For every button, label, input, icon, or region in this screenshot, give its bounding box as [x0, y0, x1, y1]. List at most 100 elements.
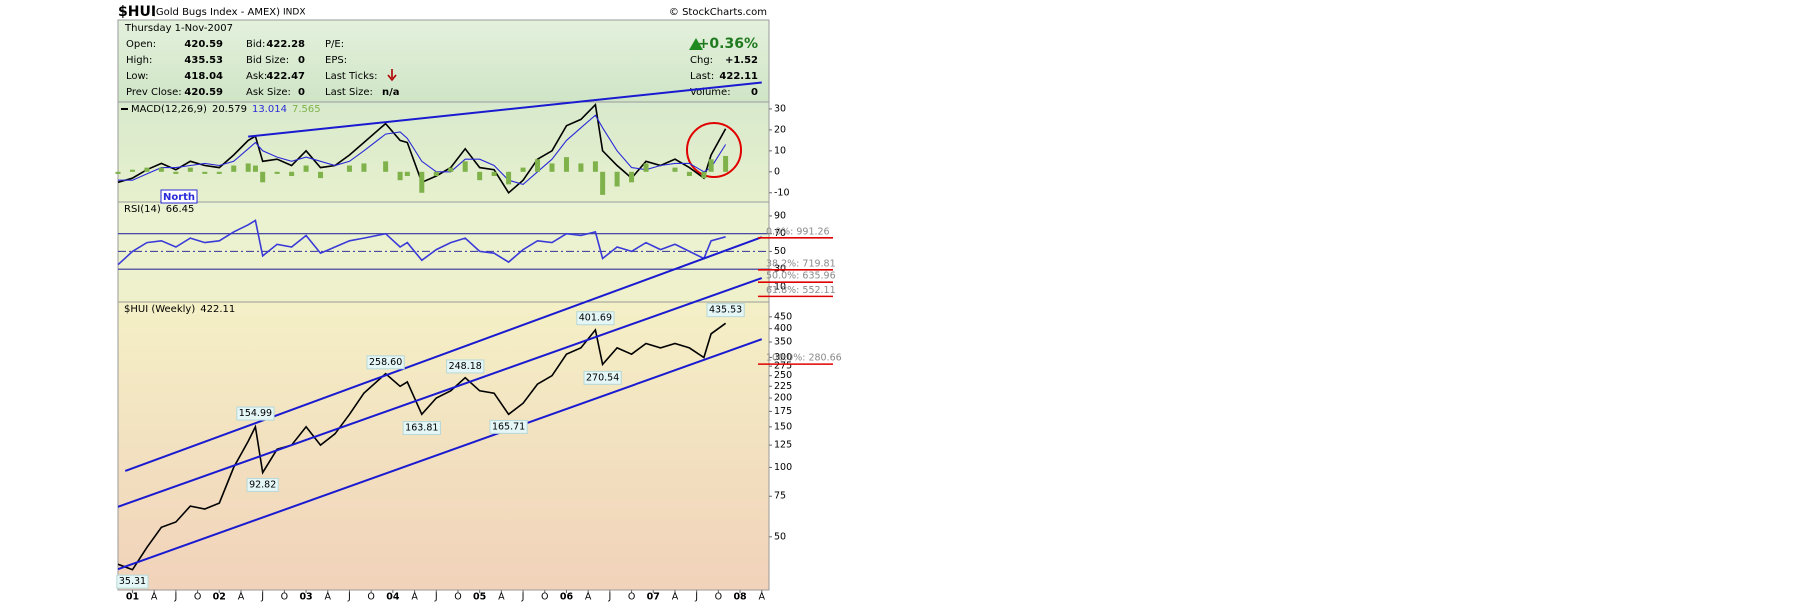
x-tick-label: 08 [733, 592, 747, 603]
histogram-bar [202, 171, 208, 174]
trendline [117, 277, 763, 508]
exchange: INDX [283, 8, 305, 18]
y-tick-label: 400 [774, 323, 792, 334]
histogram-bar [600, 171, 606, 195]
y-tick-label: 70 [774, 228, 786, 239]
quote-label: Bid Size: [246, 55, 289, 66]
quote-label: Ask: [246, 71, 267, 82]
x-tick-label: J [521, 592, 525, 603]
histogram-bar [578, 163, 584, 172]
histogram-bar [462, 161, 468, 172]
x-tick-label: J [694, 592, 698, 603]
legend-value: 422.11 [200, 304, 235, 315]
histogram-bar [289, 171, 295, 177]
histogram-bar [708, 159, 714, 172]
price-label-box [583, 370, 622, 385]
y-tick-label: 0 [774, 166, 780, 177]
summary-label: Chg: [690, 55, 713, 66]
histogram-bar [491, 171, 497, 177]
legend-value: 66.45 [166, 204, 195, 215]
summary-label: Last: [690, 71, 714, 82]
price-label-box [246, 477, 279, 492]
histogram-bar [187, 167, 193, 172]
price-label: 92.82 [249, 479, 276, 490]
price-label-box [116, 574, 149, 589]
x-tick-label: O [367, 592, 374, 603]
summary-value: 0 [751, 87, 758, 98]
price-label: 163.81 [405, 423, 438, 434]
histogram-bar [723, 155, 729, 172]
fib-label: 61.8%: 552.11 [766, 285, 836, 296]
x-tick-label: J [260, 592, 264, 603]
histogram-bar [643, 163, 649, 172]
y-tick-label: 150 [774, 421, 792, 432]
histogram-bar [115, 171, 121, 174]
x-tick-label: O [454, 592, 461, 603]
histogram-bar [404, 171, 410, 177]
x-tick-label: J [434, 592, 438, 603]
quote-value: 420.59 [184, 87, 223, 98]
y-tick-label: 175 [774, 406, 792, 417]
x-tick-label: O [281, 592, 288, 603]
histogram-bar [383, 161, 389, 172]
histogram-bar [563, 157, 569, 172]
histogram-bar [477, 171, 483, 181]
price-label: 248.18 [449, 361, 482, 372]
histogram-bar [173, 171, 179, 174]
index-name: (Gold Bugs Index - AMEX) [152, 7, 280, 18]
y-tick-label: 300 [774, 352, 792, 363]
histogram-bar [216, 171, 222, 174]
legend-value: 13.014 [252, 104, 287, 115]
quote-value: n/a [382, 87, 400, 98]
x-tick-label: 04 [386, 592, 400, 603]
quote-label: Last Size: [325, 87, 373, 98]
x-tick-label: A [585, 592, 592, 603]
symbol: $HUI [118, 4, 156, 20]
y-tick-label: 50 [774, 246, 786, 257]
price-label-box [576, 311, 615, 326]
header-box [117, 19, 770, 103]
summary-value: +1.52 [725, 55, 758, 66]
x-tick-label: J [347, 592, 351, 603]
last-tick-arrow [387, 69, 397, 82]
quote-label: High: [126, 55, 152, 66]
price-panel [117, 301, 770, 591]
quote-label: Low: [126, 71, 149, 82]
histogram-bar [397, 171, 403, 181]
y-tick-label: 50 [774, 531, 786, 542]
price-label: 270.54 [586, 372, 619, 383]
y-tick-label: 275 [774, 361, 792, 372]
fib-label: 100.0%: 280.66 [766, 353, 842, 364]
series-line [117, 219, 726, 266]
panel-title: RSI(14) [124, 204, 161, 215]
histogram-bar [361, 163, 367, 172]
y-tick-label: 350 [774, 337, 792, 348]
quote-label: P/E: [325, 39, 344, 50]
price-label-box [366, 355, 405, 370]
x-tick-label: 07 [647, 592, 660, 603]
highlight-circle [686, 122, 742, 178]
y-tick-label: 450 [774, 311, 792, 322]
y-tick-label: 225 [774, 381, 792, 392]
x-tick-label: 03 [299, 592, 312, 603]
quote-label: Last Ticks: [325, 71, 377, 82]
histogram-bar [448, 167, 454, 172]
macd-panel [117, 101, 770, 203]
quote-label: Ask Size: [246, 87, 291, 98]
histogram-bar [252, 165, 258, 172]
x-tick-label: 02 [213, 592, 226, 603]
histogram-bar [701, 171, 707, 179]
price-label: 35.31 [119, 576, 146, 587]
trendline [248, 81, 762, 138]
quote-label: Prev Close: [126, 87, 182, 98]
histogram-bar [144, 167, 150, 172]
histogram-bar [592, 161, 598, 172]
histogram-bar [433, 171, 439, 177]
histogram-bar [520, 167, 526, 172]
y-tick-label: -10 [774, 187, 790, 198]
price-label-box [446, 359, 485, 374]
quote-label: Bid: [246, 39, 265, 50]
histogram-bar [549, 163, 555, 172]
legend-value: 7.565 [292, 104, 321, 115]
